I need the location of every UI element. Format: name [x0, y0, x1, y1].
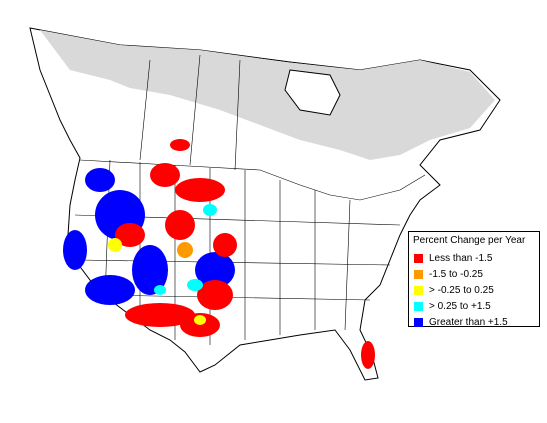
legend-swatch: [414, 285, 423, 295]
legend-label: > 0.25 to +1.5: [429, 300, 491, 312]
legend-item: Less than -1.5: [414, 250, 539, 266]
legend: Percent Change per Year Less than -1.5 -1…: [408, 231, 540, 330]
legend-label: Less than -1.5: [429, 252, 493, 264]
legend-label: > -0.25 to 0.25: [429, 284, 494, 296]
legend-item: > 0.25 to +1.5: [414, 298, 539, 314]
legend-item: > -0.25 to 0.25: [414, 282, 539, 298]
legend-swatch: [414, 269, 423, 279]
legend-title: Percent Change per Year: [413, 235, 526, 246]
legend-swatch: [414, 253, 423, 263]
legend-swatch: [414, 301, 423, 311]
no-data-region: [40, 30, 495, 160]
legend-label: Greater than +1.5: [429, 316, 508, 328]
hudson-bay: [284, 69, 341, 116]
trend-patches: [63, 139, 375, 369]
legend-label: -1.5 to -0.25: [429, 268, 483, 280]
legend-swatch: [414, 317, 423, 327]
legend-item: Greater than +1.5: [414, 314, 539, 330]
legend-item: -1.5 to -0.25: [414, 266, 539, 282]
